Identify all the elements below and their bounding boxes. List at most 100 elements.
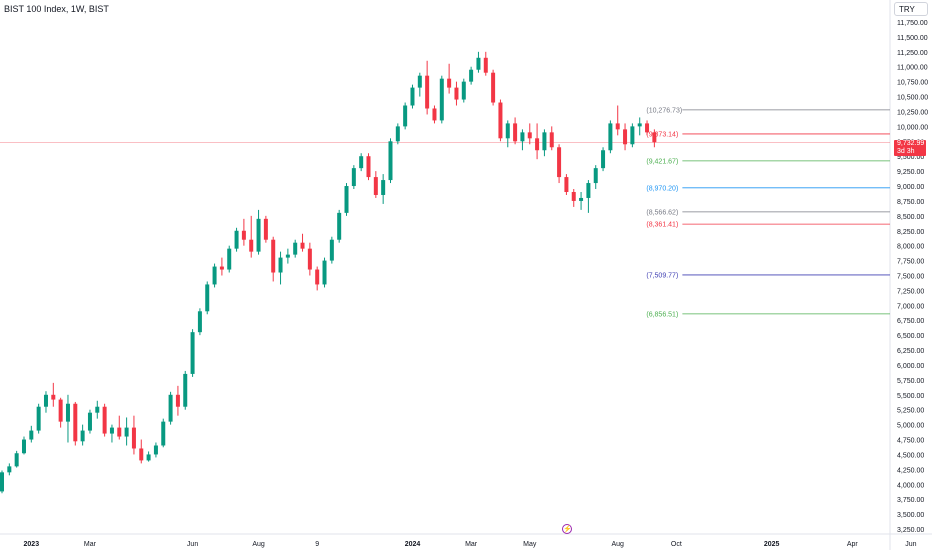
candle-body (337, 212, 342, 240)
fib-level-label: (8,566.62) (646, 209, 678, 216)
candle-body (410, 87, 415, 106)
time-tick-label: Mar (465, 541, 478, 548)
candle-body (535, 138, 540, 151)
price-tick-label: 10,000.00 (897, 124, 928, 131)
candle-body (256, 218, 261, 252)
candle-body (454, 87, 459, 100)
candle-body (65, 403, 70, 422)
price-tick-label: 4,250.00 (897, 467, 924, 474)
price-tick-label: 6,250.00 (897, 348, 924, 355)
candle-body (14, 453, 19, 467)
candle-body (491, 72, 496, 103)
candle-body (476, 57, 481, 70)
time-tick-label: 2024 (405, 541, 421, 548)
price-tick-label: 5,000.00 (897, 423, 924, 430)
price-tick-label: 3,750.00 (897, 497, 924, 504)
fib-level-label: (9,873.14) (646, 131, 678, 138)
candle-body (630, 126, 635, 145)
candle-body (190, 332, 195, 374)
candle-body (564, 177, 569, 192)
candle-body (447, 78, 452, 88)
price-tick-label: 10,500.00 (897, 95, 928, 102)
candle-body (278, 257, 283, 273)
fib-level-label: (8,361.41) (646, 222, 678, 229)
currency-button[interactable]: TRY (894, 2, 928, 16)
candle-body (520, 132, 525, 142)
price-tick-label: 8,750.00 (897, 199, 924, 206)
candle-body (615, 123, 620, 130)
candle-body (227, 248, 232, 270)
price-tick-label: 11,500.00 (897, 35, 928, 42)
candle-body (205, 284, 210, 312)
candle-body (366, 156, 371, 178)
time-tick-label: Aug (252, 541, 265, 548)
price-tick-label: 7,250.00 (897, 288, 924, 295)
time-tick-label: Jun (905, 541, 916, 548)
price-tick-label: 6,500.00 (897, 333, 924, 340)
candle-body (102, 406, 107, 434)
candle-body (388, 141, 393, 181)
candle-body (58, 399, 63, 422)
candle-body (542, 132, 547, 151)
candle-body (175, 394, 180, 407)
candle-body (36, 406, 41, 431)
candle-body (300, 242, 305, 249)
candle-body (571, 191, 576, 201)
candle-body (425, 75, 430, 109)
price-tick-label: 8,500.00 (897, 214, 924, 221)
candle-body (395, 126, 400, 142)
chart-title: BIST 100 Index, 1W, BIST (4, 4, 109, 14)
candle-body (219, 266, 224, 270)
candle-body (432, 108, 437, 121)
fib-level-label: (7,509.77) (646, 272, 678, 279)
price-tick-label: 9,500.00 (897, 154, 924, 161)
price-tick-label: 6,750.00 (897, 318, 924, 325)
price-tick-label: 7,750.00 (897, 259, 924, 266)
candle-body (197, 311, 202, 333)
candle-body (601, 150, 606, 169)
time-tick-label: 2025 (764, 541, 780, 548)
price-tick-label: 10,250.00 (897, 109, 928, 116)
candle-body (579, 197, 584, 201)
time-tick-label: Aug (611, 541, 624, 548)
price-axis[interactable]: 3,250.00 3,500.00 3,750.00 4,000.00 4,250.00… (897, 20, 928, 534)
price-tick-label: 9,000.00 (897, 184, 924, 191)
time-tick-label: 2023 (24, 541, 40, 548)
candle-body (417, 75, 422, 88)
candle-body (645, 123, 650, 133)
candle-body (498, 102, 503, 139)
candle-body (381, 180, 386, 195)
candle-body (322, 260, 327, 285)
candle-body (608, 123, 613, 151)
candle-body (344, 186, 349, 213)
candle-body (652, 132, 657, 143)
time-tick-label: Oct (671, 541, 682, 548)
dividend-event-icon[interactable]: ⚡ (562, 524, 572, 534)
candle-body (109, 427, 114, 434)
candle-body (51, 394, 56, 400)
price-tick-label: 5,750.00 (897, 378, 924, 385)
price-tick-label: 10,750.00 (897, 80, 928, 87)
price-tick-label: 4,500.00 (897, 452, 924, 459)
price-tick-label: 5,500.00 (897, 393, 924, 400)
fib-level-label: (6,856.51) (646, 311, 678, 318)
candle-body (95, 406, 100, 413)
time-tick-label: Apr (847, 541, 859, 548)
candle-body (527, 132, 532, 139)
candle-body (249, 239, 254, 252)
candle-body (124, 427, 129, 437)
price-tick-label: 9,250.00 (897, 169, 924, 176)
time-axis[interactable]: 2023 Mar Jun Aug 9 2024 Mar May Aug Oct 2025 Apr Jun… (24, 541, 932, 548)
candle-body (7, 466, 12, 473)
candle-body (461, 81, 466, 100)
candle-body (21, 439, 26, 454)
candle-body (439, 78, 444, 121)
candle-body (373, 177, 378, 195)
candle-body (146, 454, 151, 461)
price-tick-label: 11,750.00 (897, 20, 928, 27)
candle-body (593, 168, 598, 184)
price-tick-label: 6,000.00 (897, 363, 924, 370)
candle-body (29, 430, 34, 440)
candle-body (87, 412, 92, 431)
